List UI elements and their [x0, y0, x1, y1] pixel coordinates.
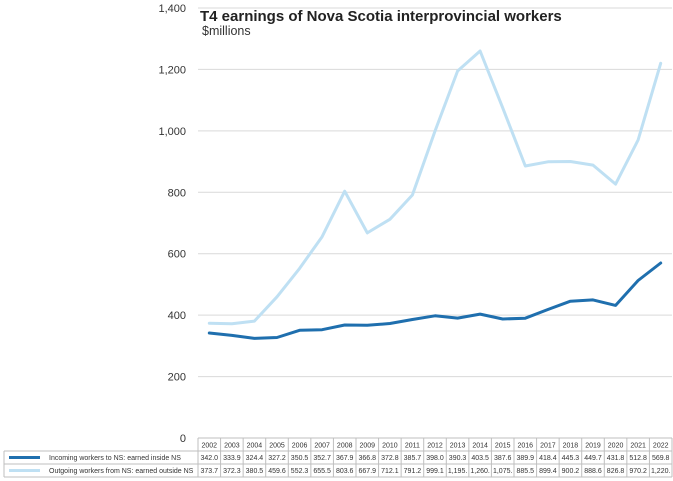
- y-tick-label: 200: [168, 372, 186, 384]
- x-tick-label: 2002: [201, 443, 217, 450]
- data-label: 366.8: [359, 455, 377, 462]
- legend-entry: Outgoing workers from NS: earned outside…: [49, 468, 194, 475]
- x-tick-label: 2018: [563, 443, 579, 450]
- data-label: 431.8: [607, 455, 625, 462]
- data-label: 372.8: [381, 455, 399, 462]
- data-label: 1,260.: [470, 468, 490, 475]
- data-label: 791.2: [404, 468, 422, 475]
- data-label: 970.2: [629, 468, 647, 475]
- data-label: 418.4: [539, 455, 557, 462]
- chart-subtitle: $millions: [202, 24, 251, 38]
- y-tick-label: 1,400: [158, 3, 186, 15]
- x-tick-label: 2009: [359, 443, 375, 450]
- x-tick-label: 2008: [337, 443, 353, 450]
- x-tick-label: 2016: [517, 443, 533, 450]
- x-tick-label: 2005: [269, 443, 285, 450]
- x-tick-label: 2013: [450, 443, 466, 450]
- series-line: [207, 49, 663, 326]
- legend-entry: Incoming workers to NS: earned inside NS: [49, 455, 181, 462]
- x-tick-label: 2017: [540, 443, 556, 450]
- data-table: 2002 2003 2004 2005 2006 2007 2008 2009 2010 2011…: [3, 437, 673, 478]
- data-label: 333.9: [223, 455, 241, 462]
- data-label: 655.5: [313, 468, 331, 475]
- y-tick-label: 600: [168, 249, 186, 261]
- y-axis-tick-labels: 0 200 400 600 800 1,000 1,200 1,400: [158, 3, 186, 445]
- data-label: 324.4: [246, 455, 264, 462]
- data-label: 385.7: [404, 455, 422, 462]
- data-label: 885.5: [517, 468, 535, 475]
- x-tick-label: 2014: [472, 443, 488, 450]
- data-label: 888.6: [584, 468, 602, 475]
- x-tick-label: 2006: [292, 443, 308, 450]
- chart-title: T4 earnings of Nova Scotia interprovinci…: [200, 8, 562, 25]
- data-label: 552.3: [291, 468, 309, 475]
- data-label: 512.8: [629, 455, 647, 462]
- x-tick-label: 2012: [427, 443, 443, 450]
- y-tick-label: 1,200: [158, 64, 186, 76]
- data-label: 1,195.: [448, 468, 468, 475]
- data-label: 1,075.: [493, 468, 513, 475]
- data-label: 459.6: [268, 468, 286, 475]
- data-label: 387.6: [494, 455, 512, 462]
- data-label: 999.1: [426, 468, 444, 475]
- data-label: 667.9: [359, 468, 377, 475]
- x-tick-label: 2003: [224, 443, 240, 450]
- data-label: 372.3: [223, 468, 241, 475]
- data-label: 398.0: [426, 455, 444, 462]
- data-label: 900.2: [562, 468, 580, 475]
- data-label: 352.7: [313, 455, 331, 462]
- series-lines: [207, 49, 663, 340]
- data-label: 367.9: [336, 455, 354, 462]
- x-tick-label: 2015: [495, 443, 511, 450]
- data-label: 712.1: [381, 468, 399, 475]
- x-tick-label: 2004: [247, 443, 263, 450]
- series-line: [207, 261, 663, 340]
- x-tick-label: 2019: [585, 443, 601, 450]
- data-label: 342.0: [201, 455, 219, 462]
- data-label: 380.5: [246, 468, 264, 475]
- y-tick-label: 400: [168, 310, 186, 322]
- x-tick-label: 2021: [630, 443, 646, 450]
- data-label: 1,220.: [651, 468, 671, 475]
- data-label: 899.4: [539, 468, 557, 475]
- y-tick-label: 1,000: [158, 126, 186, 138]
- x-tick-label: 2020: [608, 443, 624, 450]
- data-label: 390.3: [449, 455, 467, 462]
- x-tick-label: 2011: [405, 443, 420, 450]
- data-label: 373.7: [201, 468, 219, 475]
- x-tick-label: 2022: [653, 443, 669, 450]
- data-label: 389.9: [517, 455, 535, 462]
- x-tick-label: 2010: [382, 443, 398, 450]
- y-tick-label: 0: [180, 433, 186, 445]
- data-label: 569.8: [652, 455, 670, 462]
- y-tick-label: 800: [168, 187, 186, 199]
- data-label: 449.7: [584, 455, 602, 462]
- x-tick-label: 2007: [314, 443, 330, 450]
- data-label: 826.8: [607, 468, 625, 475]
- data-label: 350.5: [291, 455, 309, 462]
- data-label: 327.2: [268, 455, 286, 462]
- data-label: 445.3: [562, 455, 580, 462]
- data-label: 803.6: [336, 468, 354, 475]
- data-label: 403.5: [471, 455, 489, 462]
